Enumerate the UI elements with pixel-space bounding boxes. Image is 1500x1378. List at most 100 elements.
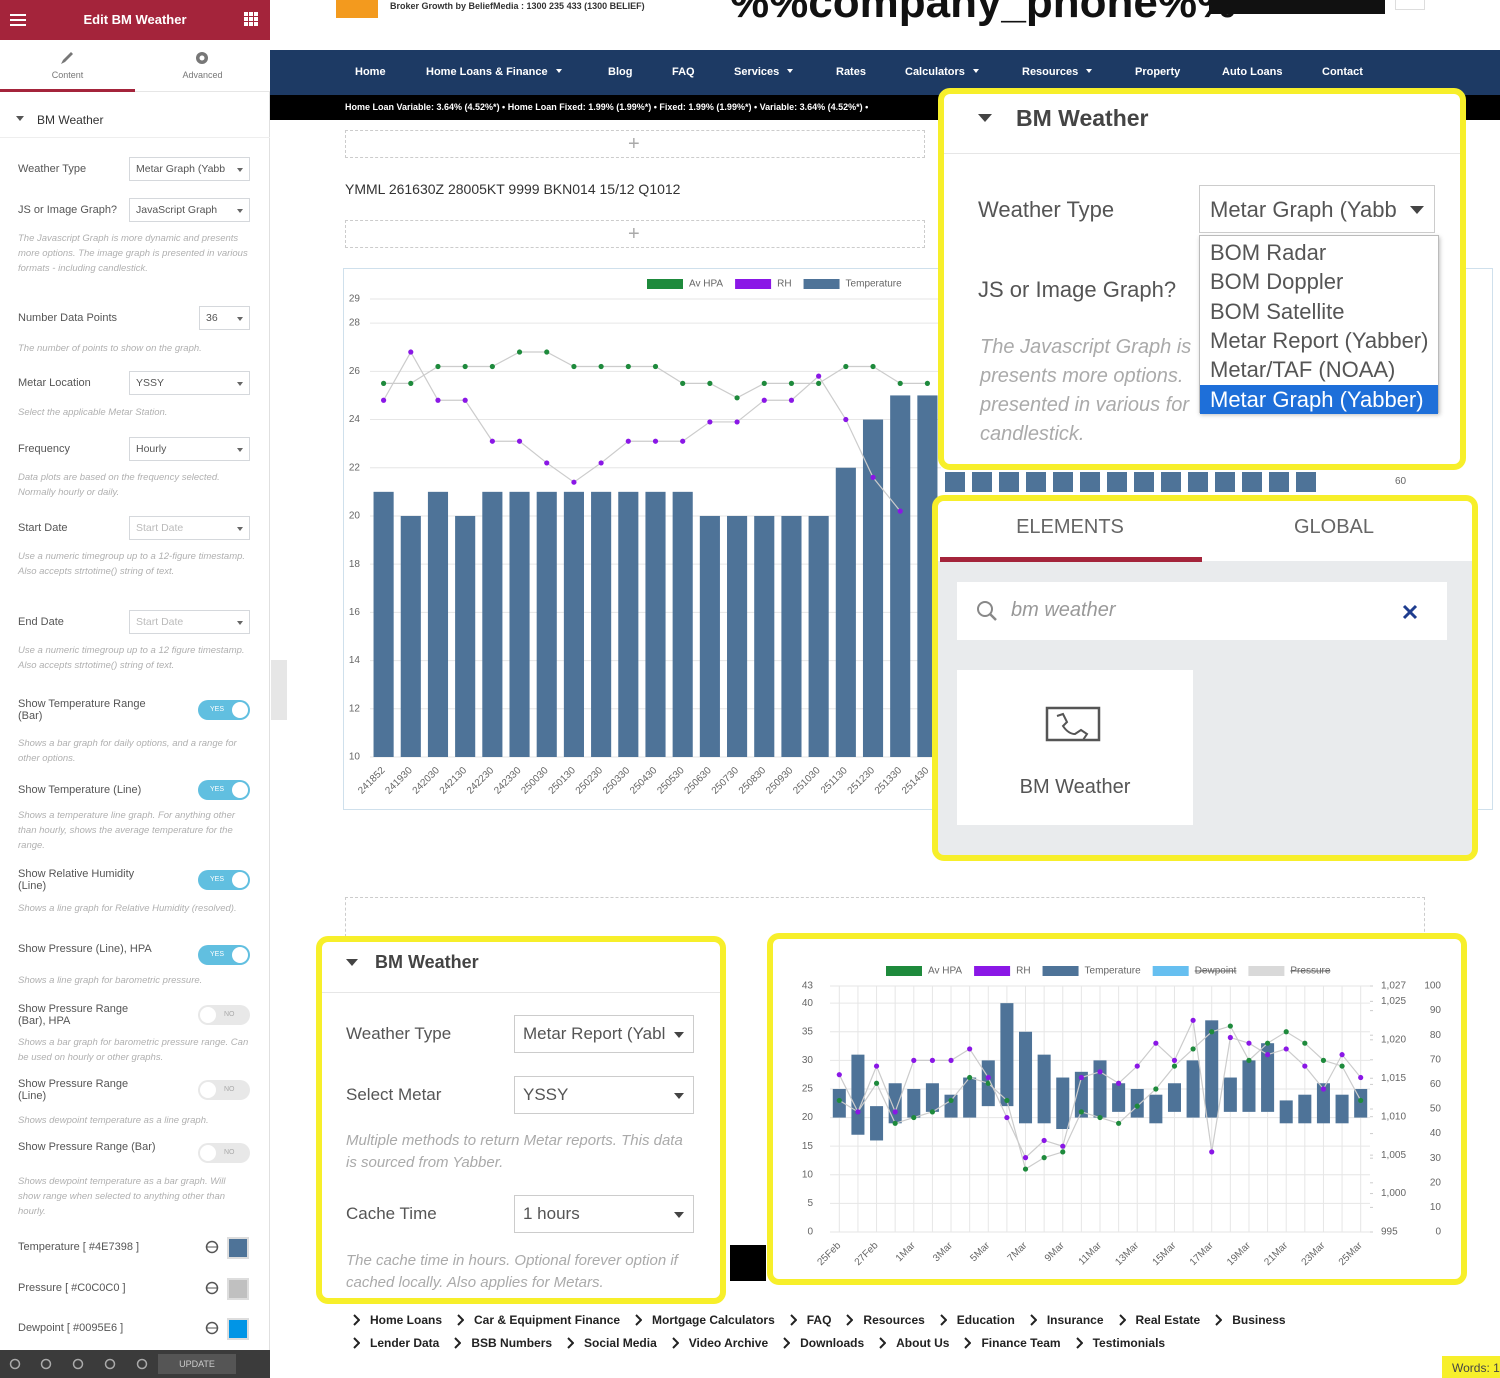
number-input[interactable]: 36 bbox=[199, 306, 250, 330]
nav-item[interactable]: Contact bbox=[1322, 66, 1363, 78]
nav-item[interactable]: Property bbox=[1135, 66, 1181, 78]
nav-item[interactable]: Home bbox=[355, 66, 386, 78]
grid-dot bbox=[249, 12, 253, 16]
chevron-path bbox=[567, 1337, 575, 1349]
color-swatch[interactable] bbox=[227, 1318, 249, 1340]
toggle-switch[interactable]: YES bbox=[198, 870, 250, 890]
tick-label: 28 bbox=[349, 318, 361, 329]
footer-link[interactable]: FAQ bbox=[789, 1313, 831, 1327]
color-swatch[interactable] bbox=[227, 1237, 249, 1259]
select-control[interactable]: Hourly bbox=[129, 437, 250, 461]
series-point bbox=[761, 380, 767, 386]
footer-link[interactable]: Business bbox=[1214, 1313, 1286, 1327]
bar bbox=[536, 491, 557, 757]
field-label: Show Pressure Range (Line) bbox=[18, 1078, 129, 1102]
toggle-knob bbox=[200, 1082, 216, 1098]
footer-link[interactable]: Real Estate bbox=[1118, 1313, 1200, 1327]
dropdown-option[interactable]: BOM Doppler bbox=[1210, 269, 1344, 295]
nav-item[interactable]: Calculators bbox=[905, 66, 979, 78]
date-input[interactable]: Start Date bbox=[129, 516, 250, 540]
date-input[interactable]: Start Date bbox=[129, 610, 250, 634]
bar bbox=[373, 491, 394, 757]
series-point bbox=[1041, 1155, 1047, 1161]
legend-label: Av HPA bbox=[689, 279, 723, 290]
x-tick-label: 9Mar bbox=[1043, 1240, 1067, 1264]
series-point bbox=[836, 1072, 842, 1078]
sidebar-tab[interactable]: Content bbox=[0, 40, 135, 92]
select-control[interactable]: YSSY bbox=[129, 371, 250, 395]
partial-bar bbox=[1080, 472, 1100, 492]
dropdown-option[interactable]: BOM Satellite bbox=[1210, 298, 1345, 324]
collapse-icon bbox=[16, 116, 24, 121]
partial-bar bbox=[1107, 472, 1127, 492]
footer-link[interactable]: Finance Team bbox=[963, 1336, 1061, 1350]
dropdown-option[interactable]: Metar Graph (Yabber) bbox=[1200, 384, 1438, 414]
toggle-switch[interactable]: NO bbox=[198, 1143, 250, 1163]
series-point bbox=[1153, 1040, 1159, 1046]
bar bbox=[427, 491, 449, 757]
select-control[interactable]: Metar Graph (Yabb bbox=[1199, 185, 1435, 233]
bar bbox=[862, 419, 884, 757]
select-control[interactable]: Metar Report (Yabl bbox=[514, 1015, 694, 1053]
partial-bar bbox=[1053, 472, 1073, 492]
dropdown-option[interactable]: Metar Report (Yabber) bbox=[1210, 327, 1429, 353]
footer-link[interactable]: Home Loans bbox=[352, 1313, 442, 1327]
nav-item[interactable]: Resources bbox=[1022, 66, 1093, 78]
word-count: Words: 1 bbox=[1442, 1356, 1500, 1378]
color-swatch[interactable] bbox=[227, 1278, 249, 1300]
series-point bbox=[489, 363, 495, 370]
collapse-handle[interactable] bbox=[271, 660, 287, 720]
footer-link[interactable]: Resources bbox=[845, 1313, 925, 1327]
footer-link[interactable]: Insurance bbox=[1029, 1313, 1104, 1327]
field-description: candlestick. bbox=[980, 423, 1085, 445]
footer-link[interactable]: Testimonials bbox=[1075, 1336, 1165, 1350]
series-point bbox=[1358, 1097, 1364, 1104]
select-control[interactable]: 1 hours bbox=[514, 1195, 694, 1233]
empty-section[interactable]: + bbox=[345, 220, 925, 248]
empty-section[interactable]: + bbox=[345, 130, 925, 158]
footer-link[interactable]: Video Archive bbox=[671, 1336, 768, 1350]
nav-item[interactable]: Services bbox=[734, 66, 794, 78]
nav-item[interactable]: FAQ bbox=[672, 66, 695, 78]
nav-item[interactable]: Blog bbox=[608, 66, 633, 78]
nav-item[interactable]: Home Loans & Finance bbox=[426, 66, 562, 78]
sidebar-tabs: Content Advanced bbox=[0, 40, 270, 92]
footer-link[interactable]: BSB Numbers bbox=[453, 1336, 552, 1350]
footer-link[interactable]: About Us bbox=[878, 1336, 949, 1350]
toggle-switch[interactable]: YES bbox=[198, 780, 250, 800]
panel-tab[interactable]: ELEMENTS bbox=[1016, 516, 1124, 538]
dropdown-option[interactable]: Metar/TAF (NOAA) bbox=[1210, 357, 1396, 383]
toggle-switch[interactable]: NO bbox=[198, 1005, 250, 1025]
footer-row: Home Loans Car & Equipment Finance Mortgag… bbox=[352, 1313, 1352, 1327]
toggle-switch[interactable]: YES bbox=[198, 945, 250, 965]
tab-icon bbox=[61, 52, 73, 64]
footer-link[interactable]: Car & Equipment Finance bbox=[456, 1313, 620, 1327]
series-point bbox=[489, 438, 495, 444]
footer-link[interactable]: Lender Data bbox=[352, 1336, 439, 1350]
dropdown-option[interactable]: BOM Radar bbox=[1210, 240, 1327, 265]
nav-item[interactable]: Auto Loans bbox=[1222, 66, 1283, 78]
update-button[interactable]: UPDATE bbox=[158, 1354, 236, 1374]
tick-label: 35 bbox=[802, 1026, 814, 1037]
series-point bbox=[1097, 1114, 1103, 1121]
footer-link[interactable]: Downloads bbox=[782, 1336, 864, 1350]
footer-link[interactable]: Social Media bbox=[566, 1336, 657, 1350]
panel-tab[interactable]: GLOBAL bbox=[1293, 516, 1375, 538]
field-label: Frequency bbox=[18, 443, 70, 455]
range-bar bbox=[1112, 1083, 1126, 1112]
footer-link-text: Downloads bbox=[800, 1336, 865, 1350]
toggle-switch[interactable]: YES bbox=[198, 700, 250, 720]
toggle-switch[interactable]: NO bbox=[198, 1080, 250, 1100]
select-control[interactable]: JavaScript Graph bbox=[129, 198, 250, 222]
widget-card[interactable]: BM Weather bbox=[957, 670, 1193, 825]
footer-link-text: Testimonials bbox=[1092, 1336, 1166, 1350]
nav-item[interactable]: Rates bbox=[836, 66, 866, 78]
select-control[interactable]: Metar Graph (Yabb bbox=[129, 157, 250, 181]
search-box[interactable]: bm weather bbox=[957, 582, 1447, 640]
editor-sidebar: Edit BM Weather Content Advanced BM Weather… bbox=[0, 0, 287, 1378]
select-control[interactable]: YSSY bbox=[514, 1076, 694, 1114]
sidebar-tab[interactable]: Advanced bbox=[135, 40, 270, 92]
footer-link[interactable]: Education bbox=[939, 1313, 1015, 1327]
toolbar-icon bbox=[72, 1358, 84, 1370]
footer-link[interactable]: Mortgage Calculators bbox=[634, 1313, 775, 1327]
